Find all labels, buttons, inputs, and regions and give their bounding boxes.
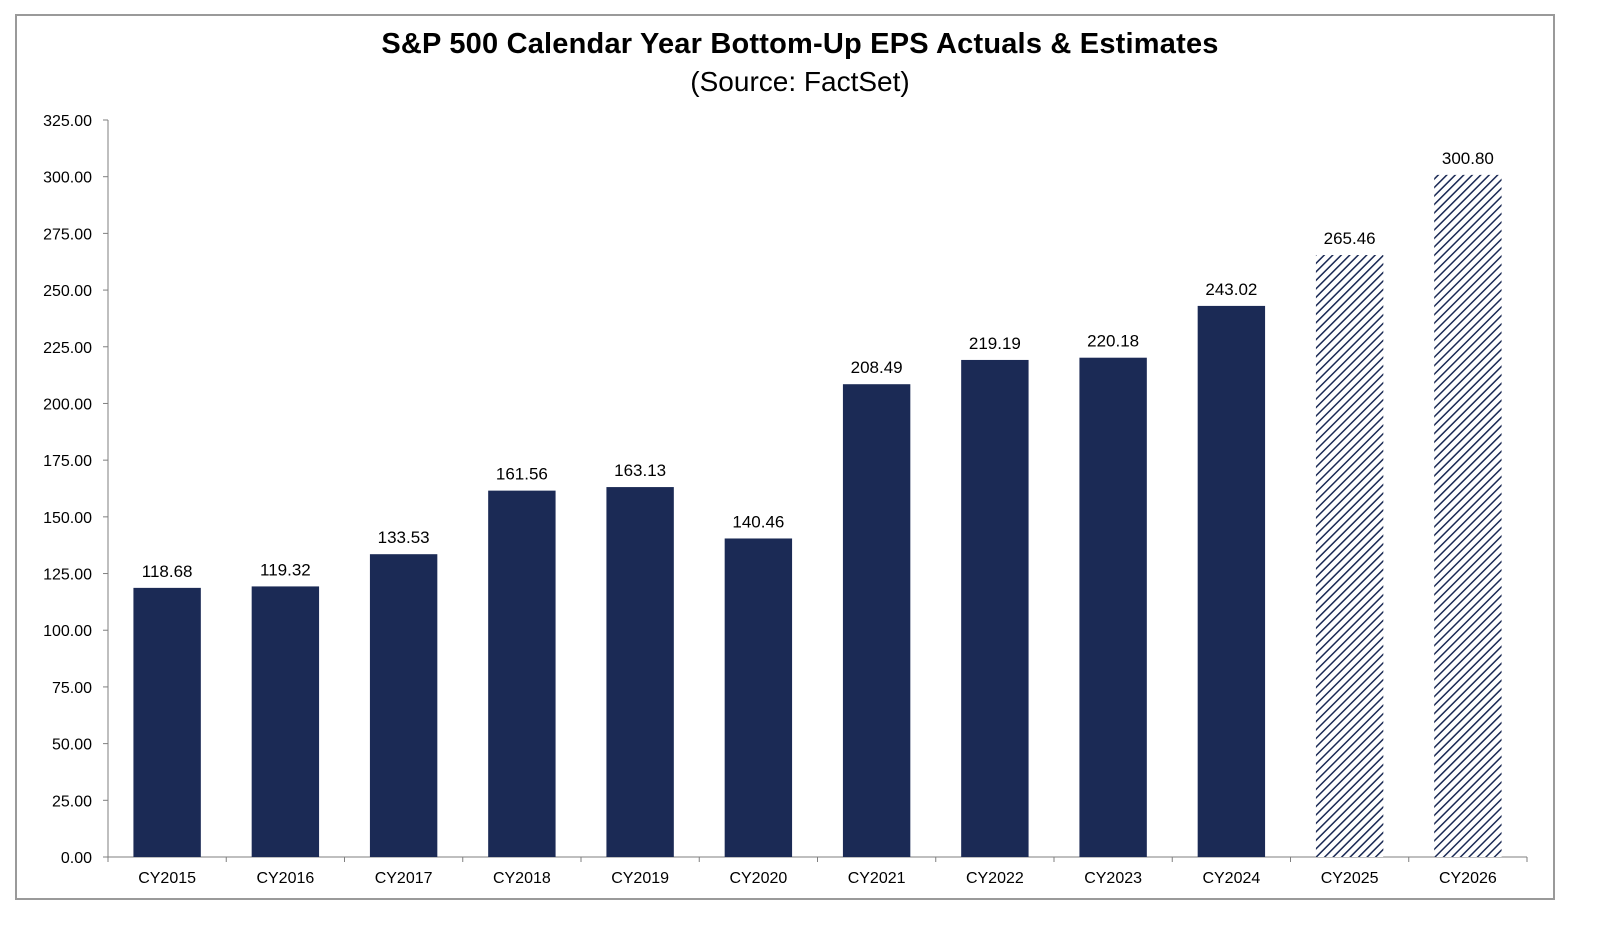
data-label: 243.02 xyxy=(1205,280,1257,299)
chart-subtitle: (Source: FactSet) xyxy=(690,66,910,97)
y-tick-label: 50.00 xyxy=(52,737,92,754)
x-tick-label: CY2022 xyxy=(966,870,1024,887)
y-tick-label: 250.00 xyxy=(43,283,92,300)
data-label: 118.68 xyxy=(142,562,193,581)
y-tick-label: 150.00 xyxy=(43,510,92,527)
data-labels: 118.68 119.32 133.53 161.56 163.13 140.46 208.… xyxy=(142,149,1494,581)
data-label: 208.49 xyxy=(851,358,903,377)
bar-cy2022 xyxy=(961,359,1029,857)
y-tick-label: 200.00 xyxy=(43,396,92,413)
x-tick-label: CY2015 xyxy=(138,870,196,887)
x-tick-label: CY2025 xyxy=(1321,870,1379,887)
y-tick-label: 100.00 xyxy=(43,623,92,640)
bar-cy2019 xyxy=(606,487,674,857)
data-label: 163.13 xyxy=(614,461,666,480)
bar-cy2026 xyxy=(1434,174,1502,857)
data-label: 140.46 xyxy=(732,512,784,531)
data-label: 133.53 xyxy=(378,528,430,547)
y-tick-label: 0.00 xyxy=(61,850,92,867)
data-label: 161.56 xyxy=(496,465,548,484)
y-tick-label: 300.00 xyxy=(43,170,92,187)
bar-cy2020 xyxy=(724,538,793,857)
x-tick-label: CY2017 xyxy=(375,870,433,887)
x-tick-label: CY2024 xyxy=(1202,870,1260,887)
bar-cy2025 xyxy=(1315,255,1384,857)
y-tick-label: 25.00 xyxy=(52,793,92,810)
x-tick-label: CY2026 xyxy=(1439,870,1497,887)
data-label: 119.32 xyxy=(260,560,311,579)
data-label: 300.80 xyxy=(1442,149,1494,168)
y-tick-label: 275.00 xyxy=(43,226,92,243)
bar-cy2024 xyxy=(1197,305,1266,858)
bar-cy2015 xyxy=(133,587,201,857)
bar-cy2016 xyxy=(251,586,320,857)
chart-title: S&P 500 Calendar Year Bottom-Up EPS Actu… xyxy=(381,28,1219,60)
bar-cy2017 xyxy=(369,554,438,857)
x-tick-label: CY2016 xyxy=(256,870,314,887)
x-tick-label: CY2021 xyxy=(848,870,906,887)
bars xyxy=(133,174,1502,858)
y-axis: 0.00 25.00 50.00 75.00 100.00 125.00 150.00 175… xyxy=(43,113,109,867)
x-tick-label: CY2019 xyxy=(611,870,669,887)
bar-cy2023 xyxy=(1079,357,1147,857)
x-tick-label: CY2020 xyxy=(729,870,787,887)
x-axis: CY2015 CY2016 CY2017 CY2018 CY2019 CY2020 CY20… xyxy=(107,856,1528,887)
y-tick-label: 325.00 xyxy=(43,113,92,130)
y-tick-label: 175.00 xyxy=(43,453,92,470)
x-tick-label: CY2018 xyxy=(493,870,551,887)
y-tick-label: 225.00 xyxy=(43,340,92,357)
y-tick-label: 75.00 xyxy=(52,680,92,697)
data-label: 219.19 xyxy=(969,334,1021,353)
bar-cy2021 xyxy=(842,384,911,857)
y-tick-label: 125.00 xyxy=(43,567,92,584)
bar-cy2018 xyxy=(488,490,556,857)
data-label: 265.46 xyxy=(1324,229,1376,248)
x-tick-label: CY2023 xyxy=(1084,870,1142,887)
data-label: 220.18 xyxy=(1087,332,1139,351)
